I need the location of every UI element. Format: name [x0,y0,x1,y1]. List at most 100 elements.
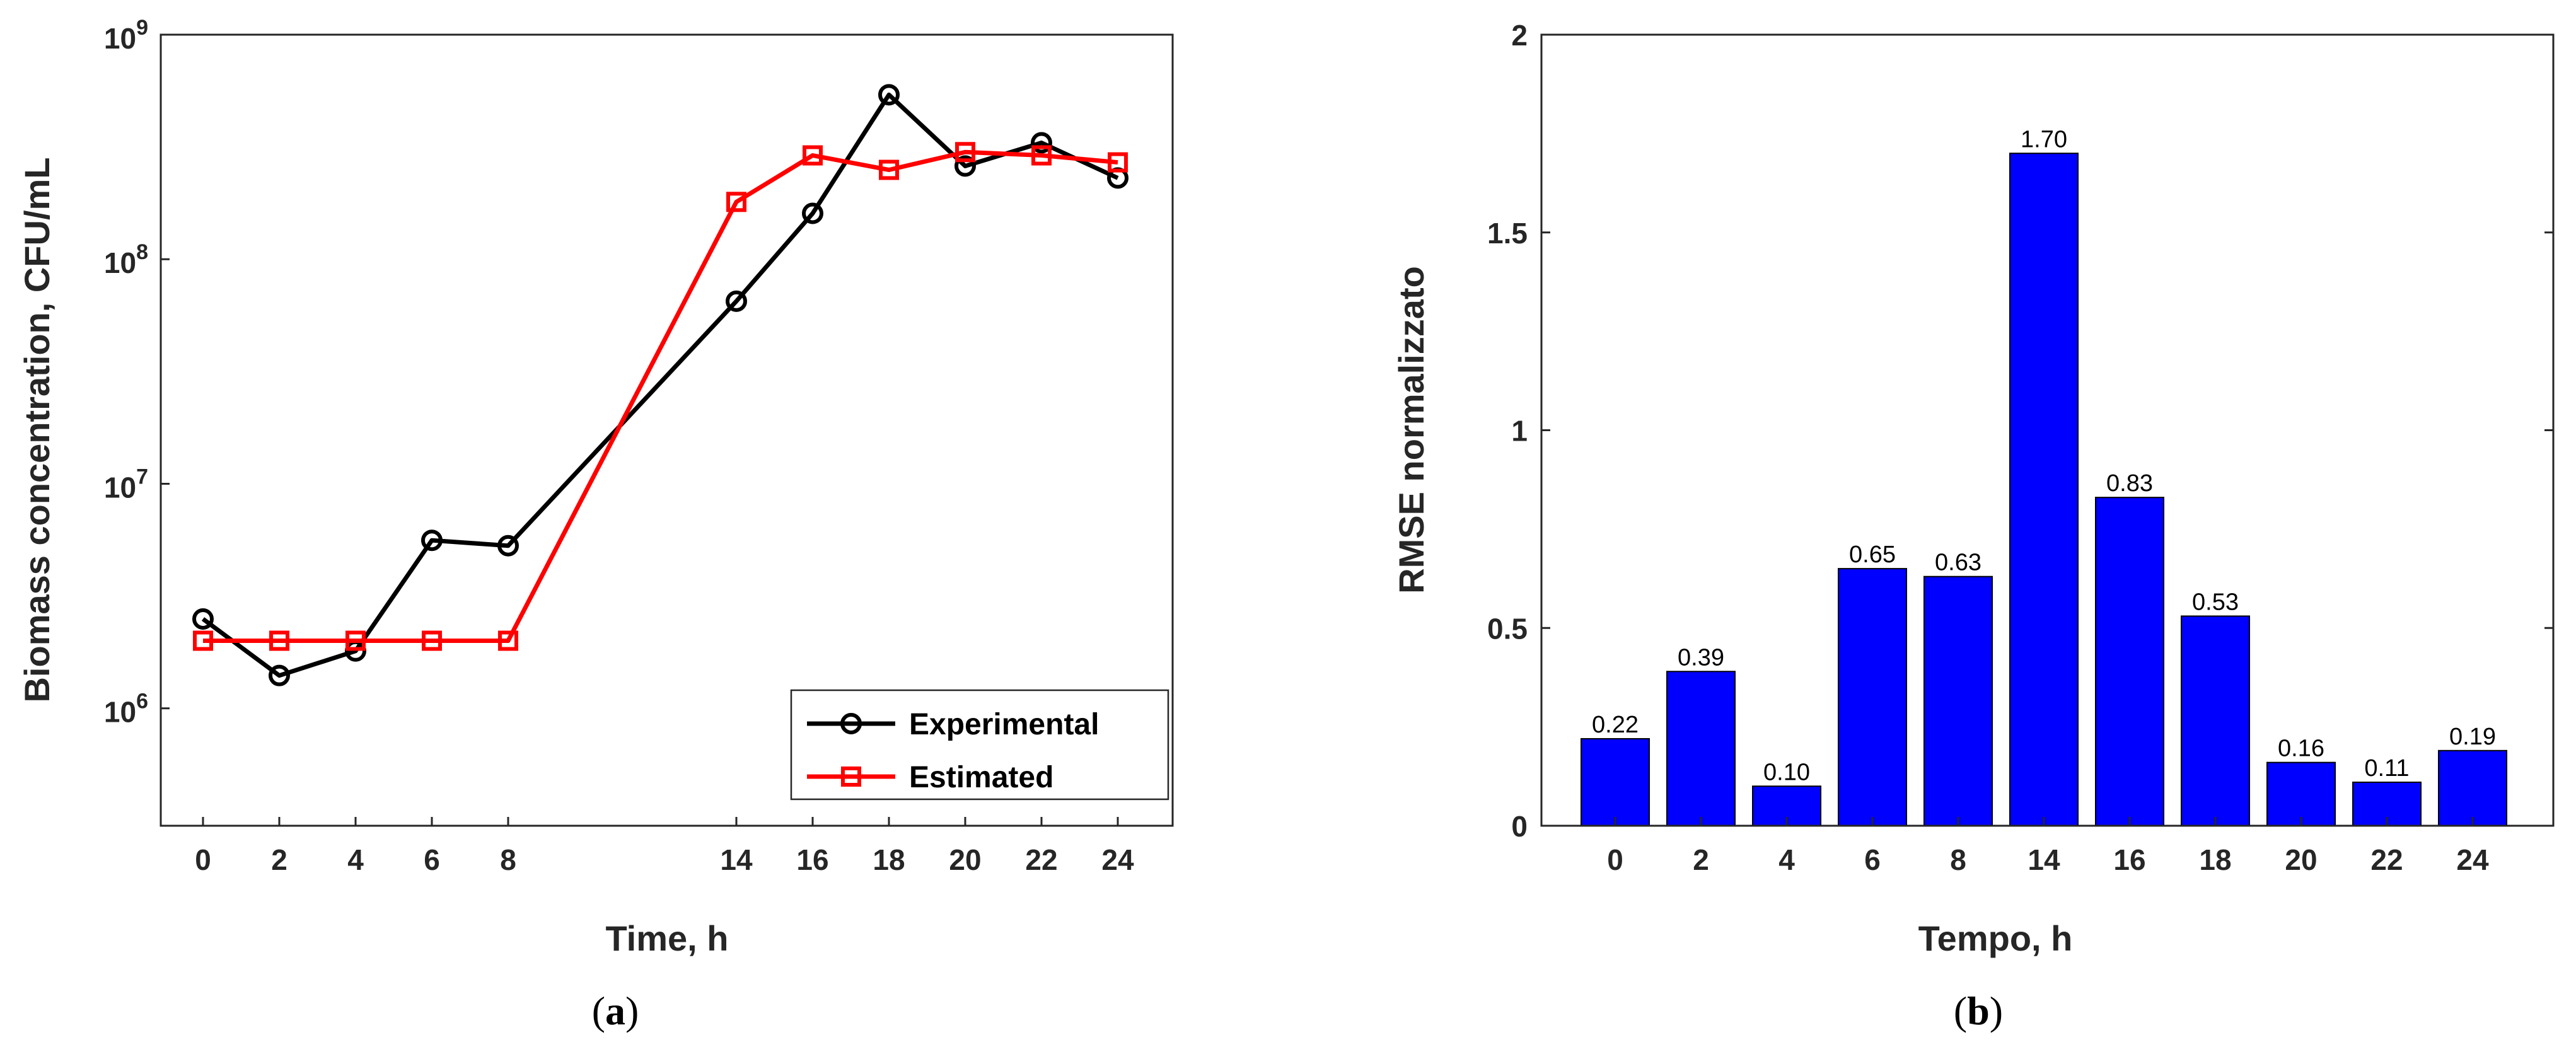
a-y-tick-exponent: 8 [136,240,148,264]
b-bar-value-label: 0.65 [1849,541,1896,568]
a-x-tick-label: 14 [720,843,753,876]
a-y-tick-exponent: 6 [136,690,148,714]
a-panel-caption: (a) [592,988,639,1033]
a-point-experimental [192,608,214,630]
a-y-tick-label: 107 [104,465,148,504]
b-bar [1838,568,1907,826]
b-x-tick-label: 4 [1778,843,1795,876]
b-x-axis-ticks: 0 2 4 6 8 14 16 18 20 22 24 [1607,817,2489,876]
b-bar-value-label: 0.10 [1763,759,1810,785]
b-bar [2009,153,2079,826]
a-legend-estimated-label: Estimated [909,761,1053,794]
a-point-estimated [726,192,746,212]
a-legend-box [790,689,1169,801]
a-point-experimental [954,155,976,177]
b-y-tick-label: 0.5 [1487,612,1528,645]
b-x-tick-label: 20 [2285,843,2317,876]
a-point-experimental [802,202,823,224]
a-x-tick-label: 16 [796,843,828,876]
a-x-axis-label: Time, h [605,918,728,958]
a-point-experimental [878,84,900,106]
a-point-estimated [345,630,366,651]
b-bar [1923,576,1993,826]
a-caption-letter: a [605,988,625,1033]
b-bar-value-label: 0.53 [2192,589,2239,615]
b-bar [1581,738,1650,826]
a-series-line-experimental [201,92,1119,678]
a-point-estimated [1031,145,1052,166]
a-plot-frame [160,33,1174,827]
b-plot-frame [1540,33,2555,827]
a-point-experimental [269,664,290,686]
b-bar-value-label: 0.39 [1678,644,1724,671]
a-x-axis-ticks: 0 2 4 6 8 14 16 18 20 22 24 [195,817,1134,876]
a-point-estimated [498,630,518,651]
a-point-estimated [1108,152,1128,173]
b-y-tick-label: 1 [1511,415,1528,448]
a-x-tick-label: 24 [1101,843,1134,876]
b-x-tick-label: 14 [2028,843,2060,876]
b-y-axis-ticks: 0 0.5 1 1.5 2 [1487,19,2553,843]
a-y-tick-base: 10 [104,696,136,729]
b-bar [2266,761,2336,826]
b-bar-value-label: 0.19 [2449,724,2496,750]
a-x-tick-label: 0 [195,843,211,876]
a-x-tick-label: 8 [500,843,516,876]
b-x-tick-label: 8 [1950,843,1966,876]
b-x-axis-label: Tempo, h [1918,918,2073,958]
b-bar-value-label: 0.83 [2106,470,2153,497]
a-legend-estimated-marker [841,766,861,787]
a-series-line-estimated [203,149,1118,643]
b-bar [1666,671,1736,827]
b-x-tick-label: 16 [2113,843,2145,876]
a-legend: Experimental Estimated [790,689,1169,801]
b-value-labels-group: 0.22 0.39 0.10 0.65 0.63 1.70 0.83 0.53 0.16 0.11… [1592,126,2496,785]
a-y-tick-label: 109 [104,16,148,55]
a-point-experimental [421,529,443,552]
panel-b-bar-chart: 0.22 0.39 0.10 0.65 0.63 1.70 0.83 0.53 0.16 0.11… [1391,19,2555,1033]
a-point-experimental [1031,132,1052,154]
a-point-experimental [726,290,747,312]
b-x-tick-label: 0 [1607,843,1623,876]
a-y-tick-label: 108 [104,240,148,279]
a-point-estimated [955,142,975,163]
a-y-axis-label: Biomass concentration, CFU/mL [17,157,57,702]
b-bar-value-label: 1.70 [2021,126,2067,153]
a-legend-experimental-marker [840,713,862,734]
a-x-tick-label: 20 [949,843,981,876]
a-y-tick-base: 10 [104,246,136,279]
a-series-group [192,84,1128,686]
a-x-tick-label: 4 [347,843,364,876]
a-point-estimated [879,159,899,180]
a-y-tick-exponent: 9 [136,16,148,40]
a-x-tick-label: 6 [424,843,440,876]
a-x-tick-label: 2 [271,843,287,876]
a-point-estimated [422,630,442,651]
b-bar [2095,497,2164,826]
a-x-tick-label: 22 [1025,843,1057,876]
b-y-tick-label: 2 [1511,19,1528,52]
b-bar-value-label: 0.16 [2278,736,2324,762]
b-panel-caption: (b) [1954,988,2003,1033]
b-bar [2438,749,2507,827]
b-x-tick-label: 22 [2370,843,2403,876]
b-bar-value-label: 0.11 [2364,755,2409,782]
b-bar [2181,615,2250,826]
b-bar-value-label: 0.22 [1592,712,1639,738]
b-caption-letter: b [1967,988,1990,1033]
a-point-estimated [193,630,213,651]
a-y-tick-exponent: 7 [136,465,148,489]
b-bars-group [1581,153,2507,827]
a-point-experimental [497,535,519,557]
a-y-tick-label: 106 [104,690,148,729]
b-y-tick-label: 0 [1511,810,1528,843]
b-x-tick-label: 18 [2199,843,2231,876]
b-x-tick-label: 6 [1864,843,1881,876]
a-point-estimated [803,145,823,166]
b-y-axis-label: RMSE normalizzato [1391,266,1431,594]
a-legend-experimental-label: Experimental [909,708,1099,741]
b-x-tick-label: 2 [1693,843,1709,876]
